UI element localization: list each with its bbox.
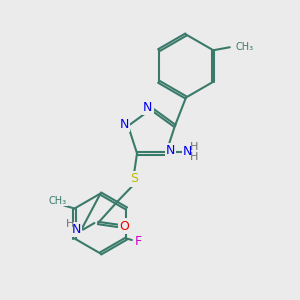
Text: N: N: [143, 101, 153, 114]
Text: H: H: [190, 152, 198, 162]
Text: CH₃: CH₃: [49, 196, 67, 206]
Text: N: N: [120, 118, 129, 131]
Text: N: N: [183, 146, 192, 158]
Text: N: N: [166, 144, 175, 157]
Text: H: H: [190, 142, 198, 152]
Text: F: F: [134, 235, 141, 248]
Text: O: O: [119, 220, 129, 232]
Text: S: S: [130, 172, 138, 185]
Text: N: N: [72, 223, 81, 236]
Text: H: H: [66, 219, 74, 229]
Text: CH₃: CH₃: [235, 42, 253, 52]
